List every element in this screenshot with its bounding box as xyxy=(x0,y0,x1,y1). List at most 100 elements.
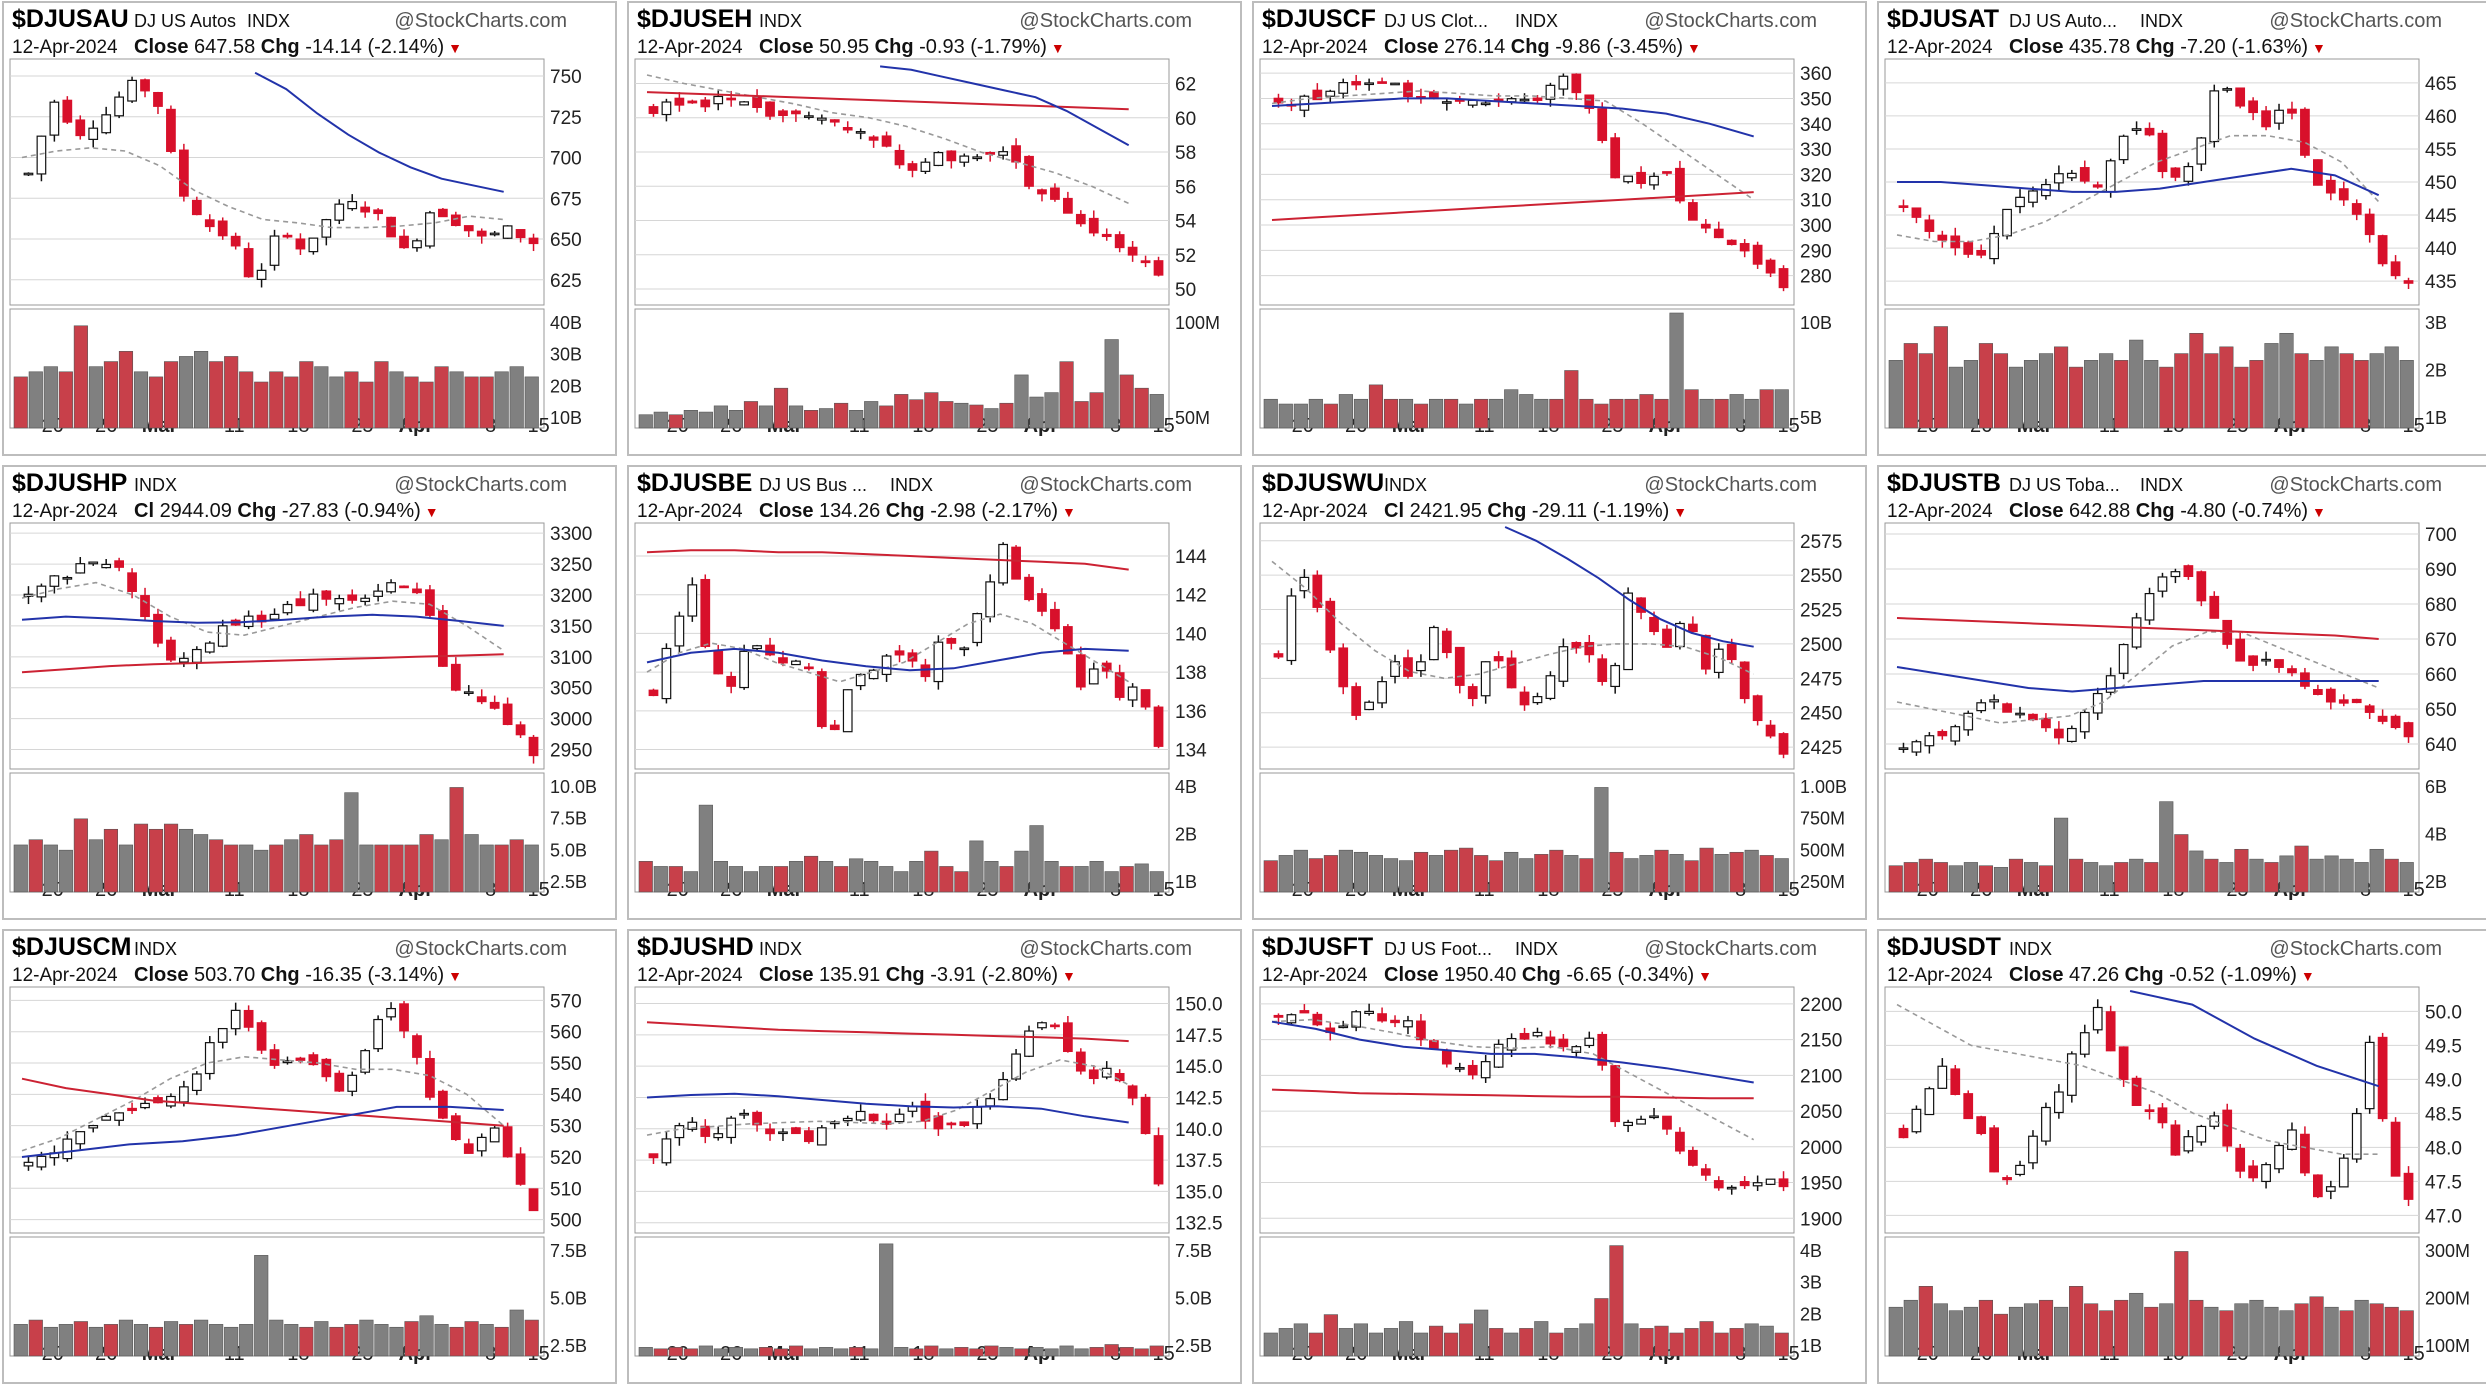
volume-tick-label: 10.0B xyxy=(550,777,597,797)
down-triangle-icon: ▼ xyxy=(444,40,462,56)
candle-body xyxy=(1778,733,1789,755)
volume-bar xyxy=(804,1348,819,1357)
chart-panel-djushd[interactable]: $DJUSHD INDX @StockCharts.com 12-Apr-2024 Cl… xyxy=(627,929,1242,1384)
price-tick-label: 147.5 xyxy=(1175,1026,1223,1047)
chart-panel-djuscm[interactable]: $DJUSCM INDX @StockCharts.com 12-Apr-2024 Cl… xyxy=(2,929,617,1384)
candle-body xyxy=(2002,703,2012,713)
candle-body xyxy=(217,1027,228,1043)
volume-bar xyxy=(1534,854,1549,893)
chart-panel-djusbe[interactable]: $DJUSBE DJ US Bus ... INDX @StockCharts.com… xyxy=(627,465,1242,920)
candle-body xyxy=(687,584,698,617)
moving-average-line xyxy=(2129,990,2380,1088)
volume-bar xyxy=(2324,1306,2339,1357)
volume-bar xyxy=(1699,398,1714,429)
candle-body xyxy=(1364,701,1374,711)
volume-bar xyxy=(1963,862,1978,893)
candle-body xyxy=(2079,167,2090,182)
candle-body xyxy=(1765,259,1776,274)
candlestick-chart: 22002150210020502000195019004B3B2B1B2026… xyxy=(1259,986,1842,1365)
candlestick-chart: 1441421401381361344B2B1B2026Mar111825Apr… xyxy=(634,522,1207,901)
volume-bar xyxy=(419,1315,434,1357)
volume-bar xyxy=(163,361,179,429)
volume-bar xyxy=(254,1255,269,1357)
stockcharts-watermark: @StockCharts.com xyxy=(1019,474,1192,496)
candle-body xyxy=(2196,137,2207,165)
volume-bar xyxy=(359,381,374,429)
chart-panel-djusau[interactable]: $DJUSAU DJ US Autos INDX @StockCharts.com 12… xyxy=(2,1,617,456)
candle-body xyxy=(1739,1181,1750,1187)
volume-bar xyxy=(2279,1310,2294,1357)
chart-panel-djuswu[interactable]: $DJUSWU INDX @StockCharts.com 12-Apr-2024 Cl… xyxy=(1252,465,1867,920)
volume-bar xyxy=(2144,862,2159,893)
candle-body xyxy=(765,644,775,656)
volume-bar xyxy=(969,1348,984,1357)
volume-bar xyxy=(1993,1313,2009,1357)
chart-panel-djusdt[interactable]: $DJUSDT INDX @StockCharts.com 12-Apr-2024 Cl… xyxy=(1877,929,2486,1384)
moving-average-line xyxy=(1896,617,2379,640)
candle-body xyxy=(450,663,461,691)
price-tick-label: 465 xyxy=(2425,74,2457,95)
candle-body xyxy=(998,1078,1008,1101)
candle-body xyxy=(1050,1024,1060,1028)
candle-body xyxy=(1662,628,1672,648)
symbol-title: $DJUSAT xyxy=(1887,5,2000,33)
candle-body xyxy=(1532,696,1543,704)
candle-body xyxy=(1441,101,1452,104)
volume-bar xyxy=(344,371,359,429)
close-readout: Close 503.70 Chg -16.35 (-3.14%) ▼ xyxy=(134,964,462,987)
candle-body xyxy=(648,106,659,114)
volume-bar xyxy=(344,1324,359,1357)
exchange-label: INDX xyxy=(1515,11,1559,31)
candle-body xyxy=(1765,1178,1776,1185)
volume-bar xyxy=(728,410,743,429)
volume-bar xyxy=(1624,1323,1639,1357)
change-value: -6.65 (-0.34%) xyxy=(1566,964,1695,986)
volume-bar xyxy=(179,828,194,893)
close-readout: Close 642.88 Chg -4.80 (-0.74%) ▼ xyxy=(2009,500,2326,523)
candle-body xyxy=(2079,711,2090,733)
candle-body xyxy=(1700,1168,1711,1176)
volume-bar xyxy=(299,1326,314,1357)
volume-bar xyxy=(1459,847,1474,893)
symbol-title: $DJUSCF xyxy=(1262,5,1376,33)
price-tick-label: 2475 xyxy=(1800,669,1842,690)
candle-body xyxy=(1088,668,1099,685)
chart-panel-djuscf[interactable]: $DJUSCF DJ US Clot... INDX @StockCharts.com… xyxy=(1252,1,1867,456)
candle-body xyxy=(295,598,306,607)
candle-body xyxy=(2274,659,2284,668)
volume-bar xyxy=(668,1347,683,1357)
volume-bar xyxy=(1383,1328,1399,1357)
close-label: Cl xyxy=(1384,500,1404,522)
moving-average-line xyxy=(21,1077,504,1127)
candle-body xyxy=(140,1102,150,1109)
chart-panel-djusat[interactable]: $DJUSAT DJ US Auto... INDX @StockCharts.com… xyxy=(1877,1,2486,456)
candle-body xyxy=(1989,699,1999,703)
candle-body xyxy=(334,597,345,605)
candle-body xyxy=(1364,1010,1374,1015)
date-label: 12-Apr-2024 xyxy=(637,501,743,522)
volume-bar xyxy=(1504,851,1519,893)
price-tick-label: 440 xyxy=(2425,239,2457,260)
volume-tick-label: 5B xyxy=(1800,408,1822,428)
candle-body xyxy=(1623,592,1633,671)
symbol-title: $DJUSAU xyxy=(12,5,129,33)
candle-body xyxy=(1532,1031,1543,1037)
candle-body xyxy=(687,1121,698,1130)
candle-body xyxy=(1325,600,1336,651)
volume-bar xyxy=(954,402,969,429)
candle-body xyxy=(1976,1116,1987,1135)
chart-panel-djusft[interactable]: $DJUSFT DJ US Foot... INDX @StockCharts.com… xyxy=(1252,929,1867,1384)
chart-panel-djuseh[interactable]: $DJUSEH INDX @StockCharts.com 12-Apr-2024 Cl… xyxy=(627,1,1242,456)
candle-body xyxy=(1088,217,1099,234)
volume-bar xyxy=(894,1347,909,1357)
candle-body xyxy=(881,135,892,147)
close-label: Close xyxy=(134,964,189,986)
candlestick-chart: 3300 3250 3200 3150 3100 3050 3000 2950 10.0B 7.5… xyxy=(9,522,597,901)
chart-panel-djustb[interactable]: $DJUSTB DJ US Toba... INDX @StockCharts.com… xyxy=(1877,465,2486,920)
volume-bar xyxy=(524,844,539,893)
volume-bar xyxy=(2264,1306,2279,1357)
chart-panel-djushp[interactable]: $DJUSHP INDX @StockCharts.com 12-Apr-2024 Cl… xyxy=(2,465,617,920)
volume-bar xyxy=(1338,1328,1353,1357)
candle-body xyxy=(1700,223,1711,229)
candle-body xyxy=(230,235,241,247)
